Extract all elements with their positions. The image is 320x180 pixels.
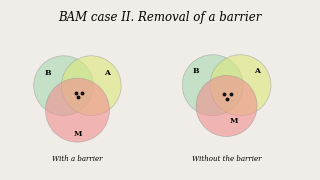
- Text: M: M: [73, 130, 82, 138]
- Text: B: B: [44, 69, 51, 77]
- Circle shape: [61, 56, 121, 116]
- Circle shape: [34, 56, 93, 116]
- Text: With a barrier: With a barrier: [52, 156, 103, 163]
- Text: A: A: [254, 67, 260, 75]
- Circle shape: [210, 55, 271, 116]
- Text: BAM case II. Removal of a barrier: BAM case II. Removal of a barrier: [58, 11, 262, 24]
- Circle shape: [182, 55, 243, 116]
- Text: M: M: [229, 117, 238, 125]
- Circle shape: [45, 78, 109, 142]
- Text: A: A: [104, 69, 110, 77]
- Text: Without the barrier: Without the barrier: [192, 155, 261, 163]
- Text: B: B: [193, 67, 199, 75]
- Circle shape: [196, 76, 257, 136]
